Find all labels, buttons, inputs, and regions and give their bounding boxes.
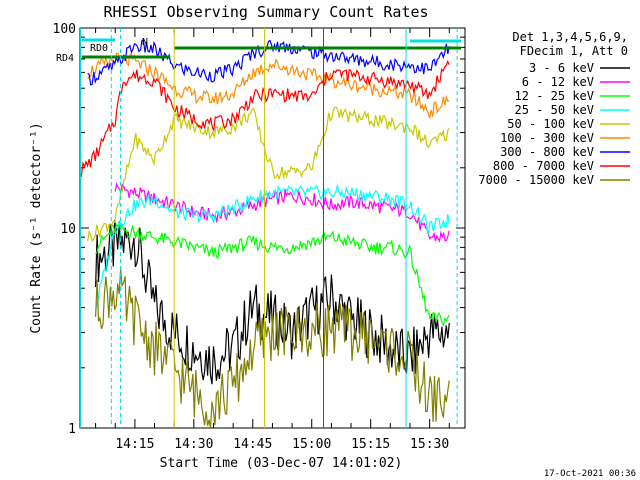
- annotation-n: N: [142, 37, 148, 48]
- x-tick-label: 15:30: [410, 437, 449, 452]
- chart-title: RHESSI Observing Summary Count Rates: [103, 3, 428, 21]
- y-axis-label: Count Rate (s⁻¹ detector⁻¹): [29, 122, 44, 333]
- footer-timestamp: 17-Oct-2021 00:36: [544, 469, 636, 479]
- y-tick-label: 1: [68, 422, 76, 437]
- x-tick-label: 14:30: [174, 437, 213, 452]
- legend-header-line-1: Det 1,3,4,5,6,9,: [512, 30, 628, 44]
- x-tick-label: 14:45: [233, 437, 272, 452]
- legend-entry-label: 50 - 100 keV: [507, 117, 594, 131]
- y-tick-label: 10: [60, 222, 76, 237]
- series-line-3: [95, 220, 450, 327]
- series-line-9: [95, 268, 450, 429]
- legend-entry-label: 25 - 50 keV: [515, 103, 594, 117]
- series-line-5: [87, 106, 450, 243]
- series-line-7: [87, 39, 450, 86]
- x-tick-label: 14:15: [115, 437, 154, 452]
- series-line-6: [87, 52, 450, 119]
- x-tick-label: 15:15: [351, 437, 390, 452]
- series-line-2: [114, 182, 450, 243]
- annotation-rd0: RD0: [90, 43, 108, 54]
- legend-entry-label: 7000 - 15000 keV: [478, 173, 594, 187]
- x-axis-label: Start Time (03-Dec-07 14:01:02): [160, 456, 403, 471]
- legend-entry-label: 300 - 800 keV: [500, 145, 594, 159]
- annotation-rd4: RD4: [56, 53, 74, 64]
- legend-entry-label: 6 - 12 keV: [522, 75, 594, 89]
- plot-axes: 1 10 100 14:15 14:30 14:45 15:00 15:15 15:30: [53, 22, 466, 452]
- legend-entry-label: 3 - 6 keV: [529, 61, 594, 75]
- legend-header-line-2: FDecim 1, Att 0: [520, 44, 628, 58]
- legend-entry-label: 12 - 25 keV: [515, 89, 594, 103]
- legend: Det 1,3,4,5,6,9, FDecim 1, Att 0 3 - 6 k…: [478, 30, 630, 187]
- plot-overlays: RD0 RD4 N: [56, 28, 462, 428]
- x-tick-label: 15:00: [292, 437, 331, 452]
- y-tick-label: 100: [53, 22, 76, 37]
- series-line-4: [95, 183, 450, 311]
- legend-entry-label: 100 - 300 keV: [500, 131, 594, 145]
- legend-entry-label: 800 - 7000 keV: [493, 159, 594, 173]
